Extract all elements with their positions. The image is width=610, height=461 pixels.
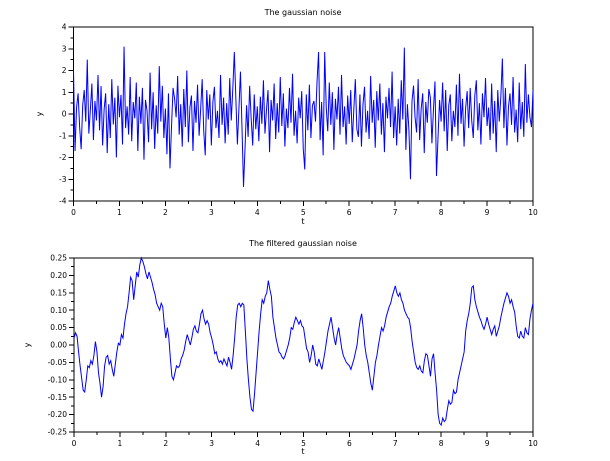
y-tick-label: 0.20 (50, 271, 67, 280)
x-tick-label: 5 (301, 208, 306, 217)
x-tick-label: 4 (255, 439, 260, 448)
plot-box (73, 26, 534, 202)
y-axis-label-bottom: y (23, 342, 32, 348)
y-tick-label: 0 (62, 110, 67, 119)
x-tick-label: 8 (439, 439, 444, 448)
x-tick-label: 7 (393, 439, 398, 448)
x-tick-label: 6 (347, 439, 352, 448)
y-tick-label: -1 (59, 131, 67, 140)
x-tick-label: 2 (163, 439, 168, 448)
x-tick-label: 2 (163, 208, 168, 217)
x-tick-label: 6 (347, 208, 352, 217)
x-tick-label: 5 (301, 439, 306, 448)
y-tick-label: 0.00 (50, 341, 67, 350)
x-tick-label: 0 (71, 208, 76, 217)
y-tick-label: 1 (62, 88, 67, 97)
plot-box (73, 257, 534, 433)
y-tick-label: 0.15 (50, 288, 67, 297)
x-tick-label: 4 (255, 208, 260, 217)
series-line (73, 46, 534, 187)
series-line (73, 256, 534, 427)
y-tick-label: 3 (62, 44, 67, 53)
x-axis-label-top: t (301, 217, 305, 226)
y-tick-label: -3 (59, 175, 67, 184)
chart-title-gaussian-noise: The gaussian noise (264, 8, 342, 17)
y-tick-label: -2 (59, 153, 67, 162)
y-axis-label-top: y (35, 111, 44, 117)
x-tick-label: 1 (117, 208, 122, 217)
y-tick-label: 0.05 (50, 323, 67, 332)
y-tick-label: 4 (62, 23, 67, 32)
gaussian-noise-plot-area: 0 1 2 3 4 5 6 7 8 9 10 -4 -3 -2 -1 0 1 2 3 4 (59, 23, 538, 217)
x-tick-label: 3 (209, 208, 214, 217)
x-tick-label: 9 (485, 208, 490, 217)
filtered-noise-plot-area: 0 1 2 3 4 5 6 7 8 9 10 -0.25 -0.20 -0.15 -0.10 -0.05 0.0… (48, 254, 538, 448)
y-tick-label: -0.10 (48, 375, 68, 384)
y-tick-label: -4 (59, 197, 67, 206)
x-tick-label: 8 (439, 208, 444, 217)
x-tick-label: 7 (393, 208, 398, 217)
x-tick-label: 3 (209, 439, 214, 448)
y-tick-label: 2 (62, 66, 67, 75)
y-tick-label: 0.10 (50, 306, 67, 315)
y-tick-label: 0.25 (50, 254, 67, 263)
x-tick-label: 10 (528, 439, 538, 448)
x-tick-label: 1 (118, 439, 123, 448)
x-axis-label-bottom: t (301, 447, 305, 456)
x-tick-label: 9 (485, 439, 490, 448)
y-tick-label: -0.05 (48, 358, 68, 367)
x-tick-label: 10 (528, 208, 538, 217)
y-tick-label: -0.20 (48, 410, 68, 419)
x-tick-label: 0 (72, 439, 77, 448)
chart-title-filtered-noise: The filtered gaussian noise (249, 239, 357, 248)
y-tick-label: -0.15 (48, 393, 68, 402)
y-tick-label: -0.25 (48, 428, 68, 437)
